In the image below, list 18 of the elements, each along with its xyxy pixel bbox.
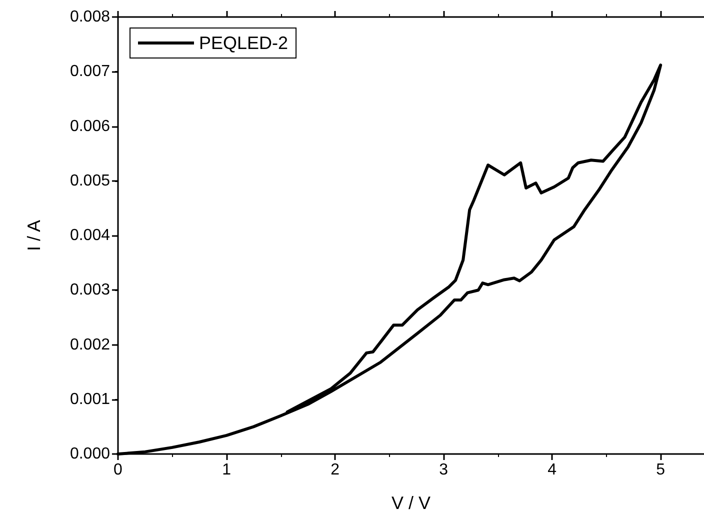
legend-label: PEQLED-2 [199, 33, 288, 53]
y-tick-label: 0.002 [70, 336, 110, 354]
y-tick-label: 0.005 [70, 172, 110, 190]
x-axis-title: V / V [391, 493, 431, 513]
y-tick-label: 0.001 [70, 390, 110, 408]
x-tick-label: 0 [114, 462, 123, 478]
x-tick-label: 3 [439, 462, 448, 478]
x-tick-label: 1 [222, 462, 232, 478]
y-tick-label: 0.004 [70, 227, 110, 244]
x-tick-label: 2 [330, 462, 340, 478]
y-axis-title: I / A [24, 220, 44, 252]
x-tick-label: 5 [656, 462, 666, 478]
y-tick-label: 0.003 [70, 282, 110, 299]
y-tick-label: 0.000 [70, 446, 110, 462]
y-tick-label: 0.007 [70, 63, 110, 80]
y-tick-label: 0.006 [70, 118, 110, 135]
y-tick-label: 0.008 [70, 8, 110, 26]
x-tick-label: 4 [548, 462, 557, 478]
